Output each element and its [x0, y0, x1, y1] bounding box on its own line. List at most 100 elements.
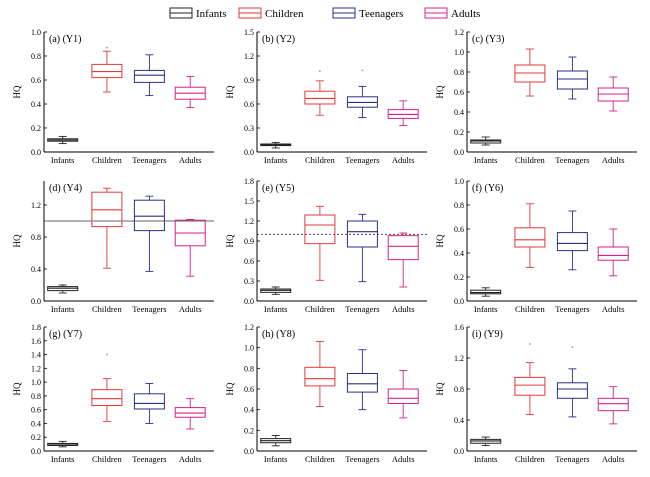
- box-children: [514, 343, 546, 416]
- y-tick-label: 0.6: [31, 406, 41, 415]
- y-axis-label: HQ: [12, 382, 22, 395]
- y-tick-label: 0.4: [244, 406, 254, 415]
- outlier-point: [106, 353, 108, 356]
- y-tick-label: 0.0: [31, 297, 41, 306]
- box-children: [514, 203, 546, 268]
- y-tick-label: 1.2: [31, 364, 41, 373]
- x-category-label: Infants: [264, 454, 288, 464]
- panel-title: (i) (Y9): [472, 329, 503, 340]
- x-category-label: Teenagers: [555, 155, 589, 165]
- x-category-label: Adults: [602, 155, 625, 165]
- iqr-box: [91, 389, 123, 407]
- y-tick-label: 0.4: [31, 100, 41, 109]
- x-category-label: Children: [305, 304, 335, 314]
- box-infants: [470, 287, 502, 297]
- panel-title: (a) (Y1): [49, 34, 81, 45]
- panel-2: 0.0 0.3 0.6 0.9 1.2 1.5 HQ (b) (Y2) Infants Child…: [225, 28, 427, 165]
- panel-9: 0.0 0.4 0.8 1.2 1.6 HQ (i) (Y9) Infants Children…: [435, 323, 637, 464]
- y-tick-label: 1.2: [244, 323, 254, 332]
- panel-title: (d) (Y4): [49, 183, 82, 194]
- panels-grid: 0.0 0.2 0.4 0.6 0.8 1.0 HQ (a) (Y1) Infants Child…: [12, 28, 637, 464]
- y-tick-label: 0.4: [454, 108, 464, 117]
- box-children: [91, 353, 123, 422]
- x-category-label: Teenagers: [132, 304, 166, 314]
- x-category-label: Infants: [51, 454, 75, 464]
- y-tick-label: 0.9: [244, 237, 254, 246]
- x-category-label: Children: [305, 155, 335, 165]
- iqr-box: [387, 388, 419, 404]
- y-tick-label: 0.8: [31, 52, 41, 61]
- y-tick-label: 0.4: [454, 416, 464, 425]
- box-infants: [470, 136, 502, 146]
- y-tick-label: 0.0: [454, 447, 464, 456]
- box-teenagers: [346, 349, 378, 411]
- iqr-box: [556, 232, 588, 252]
- x-category-label: Infants: [474, 155, 498, 165]
- box-children: [91, 46, 123, 93]
- box-children: [304, 205, 336, 281]
- x-category-label: Adults: [179, 304, 202, 314]
- y-tick-label: 1.2: [244, 217, 254, 226]
- x-category-label: Adults: [392, 155, 415, 165]
- outlier-point: [361, 69, 364, 72]
- iqr-box: [387, 235, 419, 261]
- legend: Infants Children Teenagers Adults: [169, 7, 480, 20]
- y-tick-label: 0.8: [454, 385, 464, 394]
- y-tick-label: 0.6: [454, 225, 464, 234]
- y-tick-label: 0.2: [31, 124, 41, 133]
- iqr-box: [470, 289, 502, 295]
- x-category-label: Teenagers: [555, 454, 589, 464]
- y-tick-label: 0.0: [244, 297, 254, 306]
- y-axis-label: HQ: [435, 234, 445, 247]
- iqr-box: [597, 397, 629, 412]
- x-category-label: Teenagers: [345, 454, 379, 464]
- x-category-label: Infants: [51, 155, 75, 165]
- y-axis-label: HQ: [435, 85, 445, 98]
- x-category-label: Adults: [392, 304, 415, 314]
- box-teenagers: [133, 383, 165, 424]
- y-tick-label: 1.0: [244, 344, 254, 353]
- x-category-label: Infants: [474, 454, 498, 464]
- x-category-label: Adults: [602, 454, 625, 464]
- y-tick-label: 0.2: [244, 426, 254, 435]
- x-category-label: Infants: [474, 304, 498, 314]
- y-tick-label: 0.6: [244, 100, 254, 109]
- iqr-box: [304, 366, 336, 387]
- y-tick-label: 0.3: [244, 277, 254, 286]
- y-tick-label: 0.6: [31, 76, 41, 85]
- y-axis-label: HQ: [12, 234, 22, 247]
- iqr-box: [556, 382, 588, 399]
- outlier-point: [319, 70, 321, 73]
- iqr-box: [133, 199, 165, 232]
- y-tick-label: 0.3: [244, 124, 254, 133]
- box-teenagers: [556, 346, 588, 418]
- panel-7: 0.0 0.2 0.4 0.6 0.8 1.0 1.2 1.4 1.6 1.8 HQ (g) (Y7)…: [12, 323, 214, 464]
- y-tick-label: 1.2: [454, 354, 464, 363]
- box-adults: [597, 228, 629, 277]
- y-tick-label: 1.2: [31, 201, 41, 210]
- box-infants: [470, 436, 502, 447]
- iqr-box: [514, 376, 546, 396]
- iqr-box: [597, 246, 629, 261]
- panel-title: (f) (Y6): [472, 183, 503, 194]
- x-category-label: Infants: [51, 304, 75, 314]
- x-category-label: Teenagers: [132, 454, 166, 464]
- y-axis-label: HQ: [12, 85, 22, 98]
- box-children: [304, 70, 336, 116]
- box-infants: [260, 141, 292, 149]
- iqr-box: [514, 227, 546, 248]
- box-infants: [47, 284, 79, 294]
- box-adults: [174, 398, 206, 430]
- x-category-label: Teenagers: [345, 155, 379, 165]
- y-tick-label: 1.0: [454, 48, 464, 57]
- y-tick-label: 0.6: [244, 257, 254, 266]
- box-infants: [47, 135, 79, 145]
- legend-label-infants: Infants: [196, 8, 227, 20]
- y-tick-label: 0.6: [244, 385, 254, 394]
- y-axis-label: HQ: [225, 85, 235, 98]
- y-tick-label: 1.0: [31, 378, 41, 387]
- legend-label-children: Children: [265, 8, 304, 20]
- x-category-label: Adults: [602, 304, 625, 314]
- y-tick-label: 1.8: [244, 177, 254, 186]
- y-axis-label: HQ: [435, 382, 445, 395]
